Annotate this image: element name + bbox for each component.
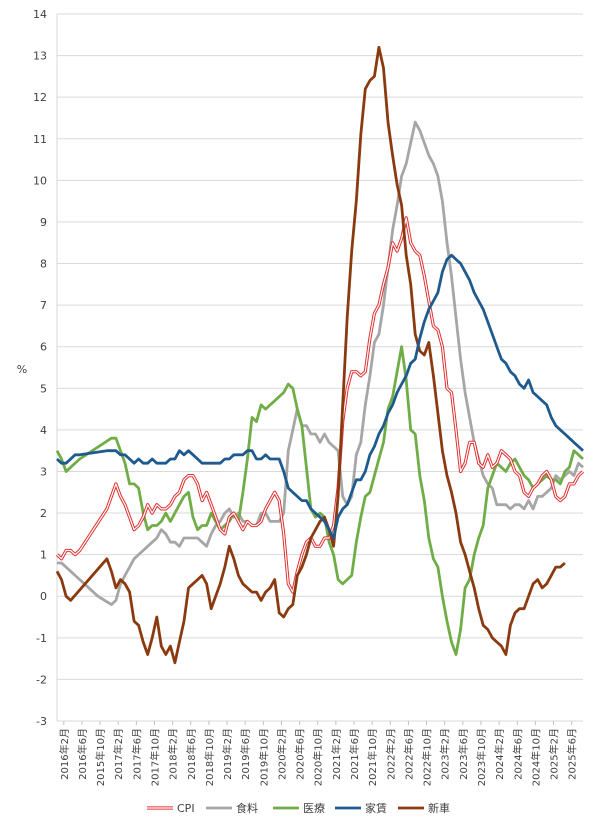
legend-label: 医療 (303, 801, 325, 815)
y-tick-label: 1 (40, 549, 47, 562)
legend-label: CPI (177, 802, 195, 815)
y-tick-label: 5 (40, 382, 47, 395)
x-tick-label: 2017年2月 (112, 728, 125, 780)
x-tick-label: 2024年2月 (493, 728, 506, 780)
x-tick-label: 2017年6月 (130, 728, 143, 780)
x-tick-label: 2023年10月 (475, 728, 488, 786)
x-tick-label: 2019年2月 (221, 728, 234, 780)
y-tick-label: 7 (40, 299, 47, 312)
y-tick-label: 0 (40, 590, 47, 603)
x-tick-label: 2018年10月 (203, 728, 216, 786)
x-tick-label: 2020年2月 (275, 728, 288, 780)
legend: CPI 食料 医療 家賃 新車 (147, 801, 450, 815)
y-axis-title: % (17, 363, 27, 376)
series-3-line (56, 253, 584, 540)
y-tick-label: -3 (36, 715, 47, 728)
x-tick-label: 2024年6月 (511, 728, 524, 780)
x-tick-label: 2020年6月 (294, 728, 307, 780)
x-tick-label: 2023年2月 (439, 728, 452, 780)
x-tick-label: 2021年2月 (330, 728, 343, 780)
series-1-line (57, 120, 584, 606)
y-tick-label: -1 (36, 632, 47, 645)
x-tick-label: 2025年2月 (548, 728, 561, 780)
x-tick-label: 2022年6月 (402, 728, 415, 780)
x-tick-label: 2017年10月 (148, 728, 161, 786)
y-tick-label: 2 (40, 507, 47, 520)
x-axis-ticks: 2016年2月 2016年6月 2015年10月 2017年2月 2017年6月 2017… (58, 721, 579, 786)
y-tick-label: 3 (40, 465, 47, 478)
y-tick-label: 14 (33, 8, 47, 21)
x-tick-label: 2021年6月 (348, 728, 361, 780)
x-tick-label: 2021年10月 (366, 728, 379, 786)
legend-label: 新車 (428, 801, 450, 815)
x-tick-label: 2022年10月 (421, 728, 434, 786)
x-tick-label: 2022年2月 (384, 728, 397, 780)
x-tick-label: 2019年10月 (257, 728, 270, 786)
gridlines (56, 13, 583, 722)
x-tick-label: 2019年6月 (239, 728, 252, 780)
x-tick-label: 2020年10月 (312, 728, 325, 786)
y-tick-label: 13 (33, 50, 47, 63)
series-0-inner (56, 217, 584, 593)
series-lines (55, 45, 585, 665)
x-tick-label: 2015年10月 (94, 728, 107, 786)
y-tick-label: 12 (33, 91, 47, 104)
x-tick-label: 2016年2月 (58, 728, 71, 780)
x-tick-label: 2018年2月 (167, 728, 180, 780)
y-tick-label: 6 (40, 341, 47, 354)
x-tick-label: 2016年6月 (76, 728, 89, 780)
series-0-outline (55, 216, 585, 594)
x-tick-label: 2023年6月 (457, 728, 470, 780)
legend-label: 食料 (236, 801, 258, 815)
legend-label: 家賃 (365, 801, 387, 815)
y-tick-label: 8 (40, 258, 47, 271)
y-tick-label: 10 (33, 174, 47, 187)
y-tick-label: 9 (40, 216, 47, 229)
x-tick-label: 2024年10月 (529, 728, 542, 786)
series-2-line (55, 345, 584, 656)
y-tick-label: 4 (40, 424, 47, 437)
y-tick-label: -2 (36, 673, 47, 686)
x-tick-label: 2025年6月 (566, 728, 579, 780)
x-tick-label: 2018年6月 (185, 728, 198, 780)
series-4-line (55, 45, 566, 665)
y-tick-label: 11 (33, 133, 47, 146)
